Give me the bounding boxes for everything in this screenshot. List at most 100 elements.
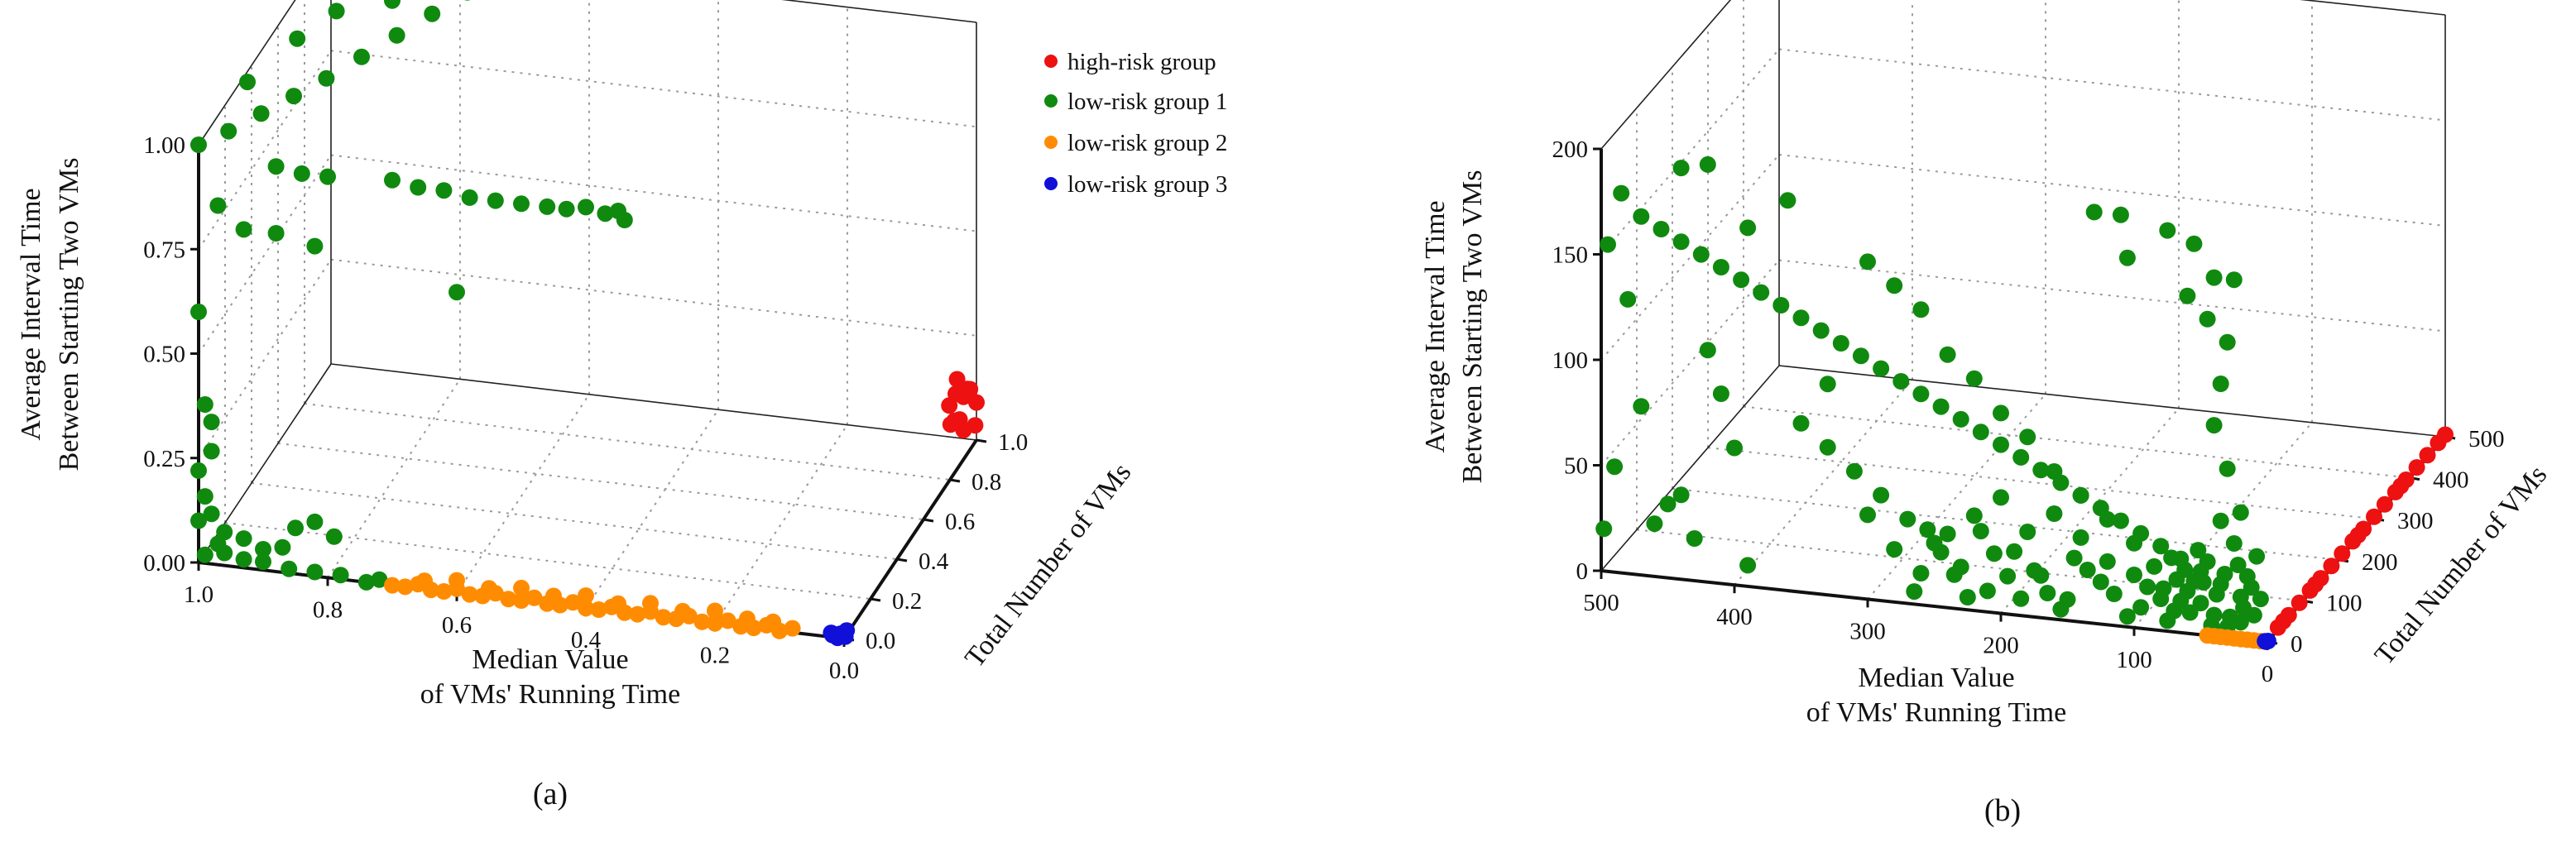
- b-point-low-risk-group-1: [1633, 398, 1650, 415]
- a-point-low-risk-group-1: [357, 573, 375, 591]
- a-point-low-risk-group-1: [267, 158, 285, 175]
- b-point-low-risk-group-1: [1753, 284, 1770, 301]
- a-point-low-risk-group-3: [824, 626, 841, 644]
- b-point-low-risk-group-1: [2232, 504, 2249, 521]
- legend: high-risk group low-risk group 1 low-ris…: [1044, 49, 1227, 198]
- a-gridline: [198, 259, 332, 459]
- b-point-low-risk-group-1: [1733, 271, 1750, 289]
- a-point-low-risk-group-2: [629, 605, 646, 623]
- a-gridline: [330, 154, 977, 232]
- a-point-low-risk-group-1: [190, 512, 207, 529]
- a-point-low-risk-group-1: [196, 546, 213, 563]
- b-point-low-risk-group-1: [2159, 612, 2176, 629]
- a-point-low-risk-group-1: [353, 48, 370, 65]
- a-point-low-risk-group-1: [384, 171, 401, 189]
- b-point-low-risk-group-1: [1792, 414, 1810, 432]
- b-point-low-risk-group-1: [2118, 249, 2136, 266]
- a-point-low-risk-group-1: [332, 567, 349, 584]
- b-point-low-risk-group-1: [2046, 463, 2063, 480]
- b-y-tick-label: 300: [2397, 508, 2434, 534]
- b-point-low-risk-group-1: [1739, 557, 1757, 574]
- b-point-low-risk-group-1: [1819, 438, 1836, 456]
- b-point-low-risk-group-1: [1965, 370, 1983, 387]
- a-y-tick-label: 0.2: [892, 588, 922, 615]
- b-point-high-risk-group: [2307, 576, 2324, 593]
- b-x-tick-label: 200: [1983, 633, 2019, 659]
- b-point-low-risk-group-1: [1892, 373, 1910, 390]
- a-point-low-risk-group-2: [545, 587, 562, 605]
- b-point-high-risk-group: [2408, 459, 2425, 476]
- a-point-low-risk-group-1: [384, 0, 401, 9]
- legend-label-low-risk-3: low-risk group 3: [1067, 171, 1227, 198]
- a-point-low-risk-group-2: [784, 620, 801, 637]
- a-point-low-risk-group-1: [267, 225, 285, 242]
- a-gridline: [198, 50, 332, 250]
- a-point-high-risk-group: [947, 385, 964, 403]
- b-point-low-risk-group-1: [2185, 235, 2203, 252]
- a-point-low-risk-group-3: [838, 622, 856, 639]
- b-point-low-risk-group-1: [1812, 322, 1830, 339]
- a-point-low-risk-group-1: [449, 284, 465, 301]
- b-point-high-risk-group: [2323, 557, 2340, 575]
- panel-b-x-axis-label-line2: of VMs' Running Time: [1806, 697, 2066, 728]
- a-point-low-risk-group-1: [196, 488, 213, 505]
- b-point-low-risk-group-1: [2072, 529, 2089, 546]
- b-point-low-risk-group-1: [1712, 385, 1729, 402]
- b-point-low-risk-group-1: [2219, 460, 2236, 477]
- a-point-low-risk-group-1: [435, 182, 453, 199]
- b-point-low-risk-group-1: [2252, 591, 2269, 608]
- b-point-low-risk-group-1: [1952, 410, 1969, 428]
- a-point-low-risk-group-1: [616, 212, 633, 228]
- b-point-low-risk-group-1: [2032, 462, 2050, 479]
- b-gridline: [1743, 405, 2411, 479]
- b-point-low-risk-group-1: [2192, 595, 2209, 612]
- panel-a-tick-labels: 1.0 0.8 0.6 0.4 0.2 0.0 0.0 0.2 0.4 0.6 0.8 1.0 0.00…: [143, 132, 1028, 684]
- a-point-low-risk-group-2: [707, 602, 723, 620]
- b-point-low-risk-group-1: [1873, 486, 1890, 504]
- b-y-tick-label: 400: [2433, 467, 2469, 494]
- b-point-low-risk-group-1: [2079, 562, 2096, 578]
- a-point-low-risk-group-2: [739, 610, 756, 628]
- b-point-low-risk-group-1: [2012, 590, 2030, 607]
- panel-a-data-points: [190, 0, 985, 647]
- a-point-low-risk-group-2: [449, 572, 465, 589]
- a-point-low-risk-group-1: [285, 88, 302, 105]
- b-point-low-risk-group-1: [2052, 601, 2070, 618]
- b-point-low-risk-group-1: [2092, 573, 2109, 591]
- b-point-low-risk-group-1: [1659, 495, 1677, 513]
- b-point-low-risk-group-1: [1653, 221, 1670, 237]
- a-point-low-risk-group-2: [578, 600, 594, 617]
- a-y-tick-label: 1.0: [998, 429, 1028, 456]
- b-point-low-risk-group-1: [2225, 535, 2243, 552]
- b-point-high-risk-group: [2376, 495, 2393, 513]
- a-point-low-risk-group-1: [281, 560, 298, 577]
- a-point-low-risk-group-2: [590, 601, 607, 618]
- b-y-tick-label: 500: [2468, 426, 2505, 452]
- b-point-low-risk-group-1: [2172, 592, 2190, 610]
- b-point-low-risk-group-1: [2208, 586, 2225, 603]
- a-point-low-risk-group-2: [578, 587, 594, 605]
- b-gridline: [1600, 259, 1780, 467]
- b-point-low-risk-group-1: [1972, 523, 1989, 540]
- b-z-tick-label: 50: [1564, 453, 1588, 480]
- a-point-low-risk-group-2: [719, 612, 736, 629]
- b-point-low-risk-group-1: [1939, 346, 1956, 363]
- b-point-low-risk-group-1: [2132, 599, 2150, 616]
- a-point-low-risk-group-2: [693, 613, 711, 630]
- b-point-low-risk-group-1: [1912, 385, 1930, 403]
- b-point-low-risk-group-1: [2190, 542, 2207, 559]
- b-point-low-risk-group-1: [2235, 599, 2252, 616]
- b-point-high-risk-group: [2291, 594, 2308, 611]
- b-point-low-risk-group-1: [1985, 545, 2003, 562]
- a-point-low-risk-group-1: [487, 192, 504, 209]
- b-point-low-risk-group-1: [1646, 515, 1663, 533]
- b-point-low-risk-group-1: [2099, 510, 2116, 528]
- a-point-low-risk-group-2: [655, 609, 672, 626]
- b-point-low-risk-group-1: [1600, 236, 1616, 253]
- a-point-low-risk-group-2: [610, 595, 626, 612]
- a-point-low-risk-group-1: [235, 551, 252, 568]
- a-point-low-risk-group-2: [435, 583, 453, 600]
- b-point-low-risk-group-1: [1993, 436, 2009, 453]
- b-point-high-risk-group: [2392, 477, 2410, 495]
